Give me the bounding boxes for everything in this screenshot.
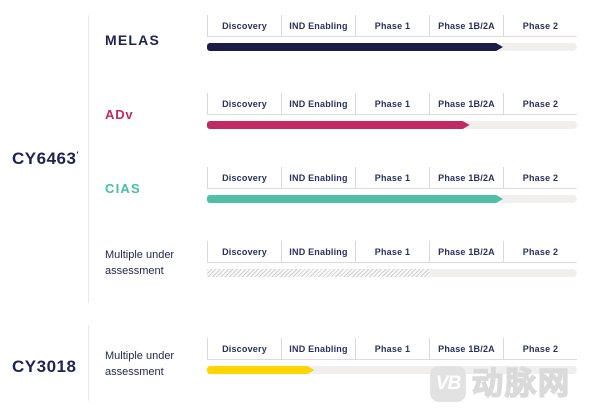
pipeline-row-cy3018-multiple: Multiple under assessment Discovery IND … [0, 338, 600, 384]
pipeline-row-melas: MELAS Discovery IND Enabling Phase 1 Pha… [0, 15, 600, 61]
phase-header-phase1b2a: Phase 1B/2A [429, 15, 503, 36]
pipeline-row-cias: CIAS Discovery IND Enabling Phase 1 Phas… [0, 167, 600, 213]
phase-header-ind-enabling: IND Enabling [281, 93, 355, 114]
program-divider-cy6463 [88, 15, 89, 303]
phase-header-phase2: Phase 2 [503, 15, 577, 36]
phase-header-phase1b2a: Phase 1B/2A [429, 93, 503, 114]
phase-header-phase1: Phase 1 [355, 167, 429, 188]
phase-header-discovery: Discovery [207, 338, 281, 359]
phase-header-phase1: Phase 1 [355, 241, 429, 262]
program-label-cy3018: CY3018 [12, 357, 76, 377]
indication-label: ADv [105, 107, 134, 122]
phase-header-discovery: Discovery [207, 241, 281, 262]
phase-header-ind-enabling: IND Enabling [281, 167, 355, 188]
phase-header-phase1: Phase 1 [355, 15, 429, 36]
program-divider-cy3018 [88, 325, 89, 401]
phase-axis: Discovery IND Enabling Phase 1 Phase 1B/… [207, 93, 577, 115]
phase-header-ind-enabling: IND Enabling [281, 241, 355, 262]
program-name: CY6463 [12, 149, 77, 168]
phase-axis: Discovery IND Enabling Phase 1 Phase 1B/… [207, 167, 577, 189]
progress-track [207, 366, 577, 374]
phase-header-phase2: Phase 2 [503, 241, 577, 262]
progress-track [207, 121, 577, 129]
indication-label: MELAS [105, 32, 160, 48]
program-superscript-mark: ′ [76, 150, 79, 160]
indication-label: Multiple under assessment [105, 350, 175, 378]
pipeline-row-adv: ADv Discovery IND Enabling Phase 1 Phase… [0, 93, 600, 139]
program-label-cy6463: CY6463′ [12, 149, 79, 169]
program-name: CY3018 [12, 357, 77, 376]
progress-bar-cy3018 [207, 366, 314, 374]
phase-header-discovery: Discovery [207, 93, 281, 114]
phase-header-discovery: Discovery [207, 167, 281, 188]
phase-axis: Discovery IND Enabling Phase 1 Phase 1B/… [207, 241, 577, 263]
phase-header-discovery: Discovery [207, 15, 281, 36]
phase-axis: Discovery IND Enabling Phase 1 Phase 1B/… [207, 338, 577, 360]
phase-header-phase2: Phase 2 [503, 93, 577, 114]
phase-header-phase1b2a: Phase 1B/2A [429, 167, 503, 188]
progress-track [207, 269, 577, 277]
phase-header-phase1b2a: Phase 1B/2A [429, 338, 503, 359]
phase-header-phase2: Phase 2 [503, 338, 577, 359]
phase-axis: Discovery IND Enabling Phase 1 Phase 1B/… [207, 15, 577, 37]
phase-header-phase2: Phase 2 [503, 167, 577, 188]
pipeline-row-cy6463-multiple: Multiple under assessment Discovery IND … [0, 241, 600, 287]
progress-bar-adv [207, 121, 470, 129]
phase-header-ind-enabling: IND Enabling [281, 338, 355, 359]
phase-header-phase1b2a: Phase 1B/2A [429, 241, 503, 262]
phase-header-ind-enabling: IND Enabling [281, 15, 355, 36]
progress-bar-melas [207, 43, 503, 51]
progress-track [207, 195, 577, 203]
phase-header-phase1: Phase 1 [355, 93, 429, 114]
progress-bar-hatched [207, 269, 429, 277]
progress-track [207, 43, 577, 51]
indication-label: CIAS [105, 181, 141, 196]
phase-header-phase1: Phase 1 [355, 338, 429, 359]
indication-label: Multiple under assessment [105, 249, 175, 277]
progress-bar-cias [207, 195, 503, 203]
